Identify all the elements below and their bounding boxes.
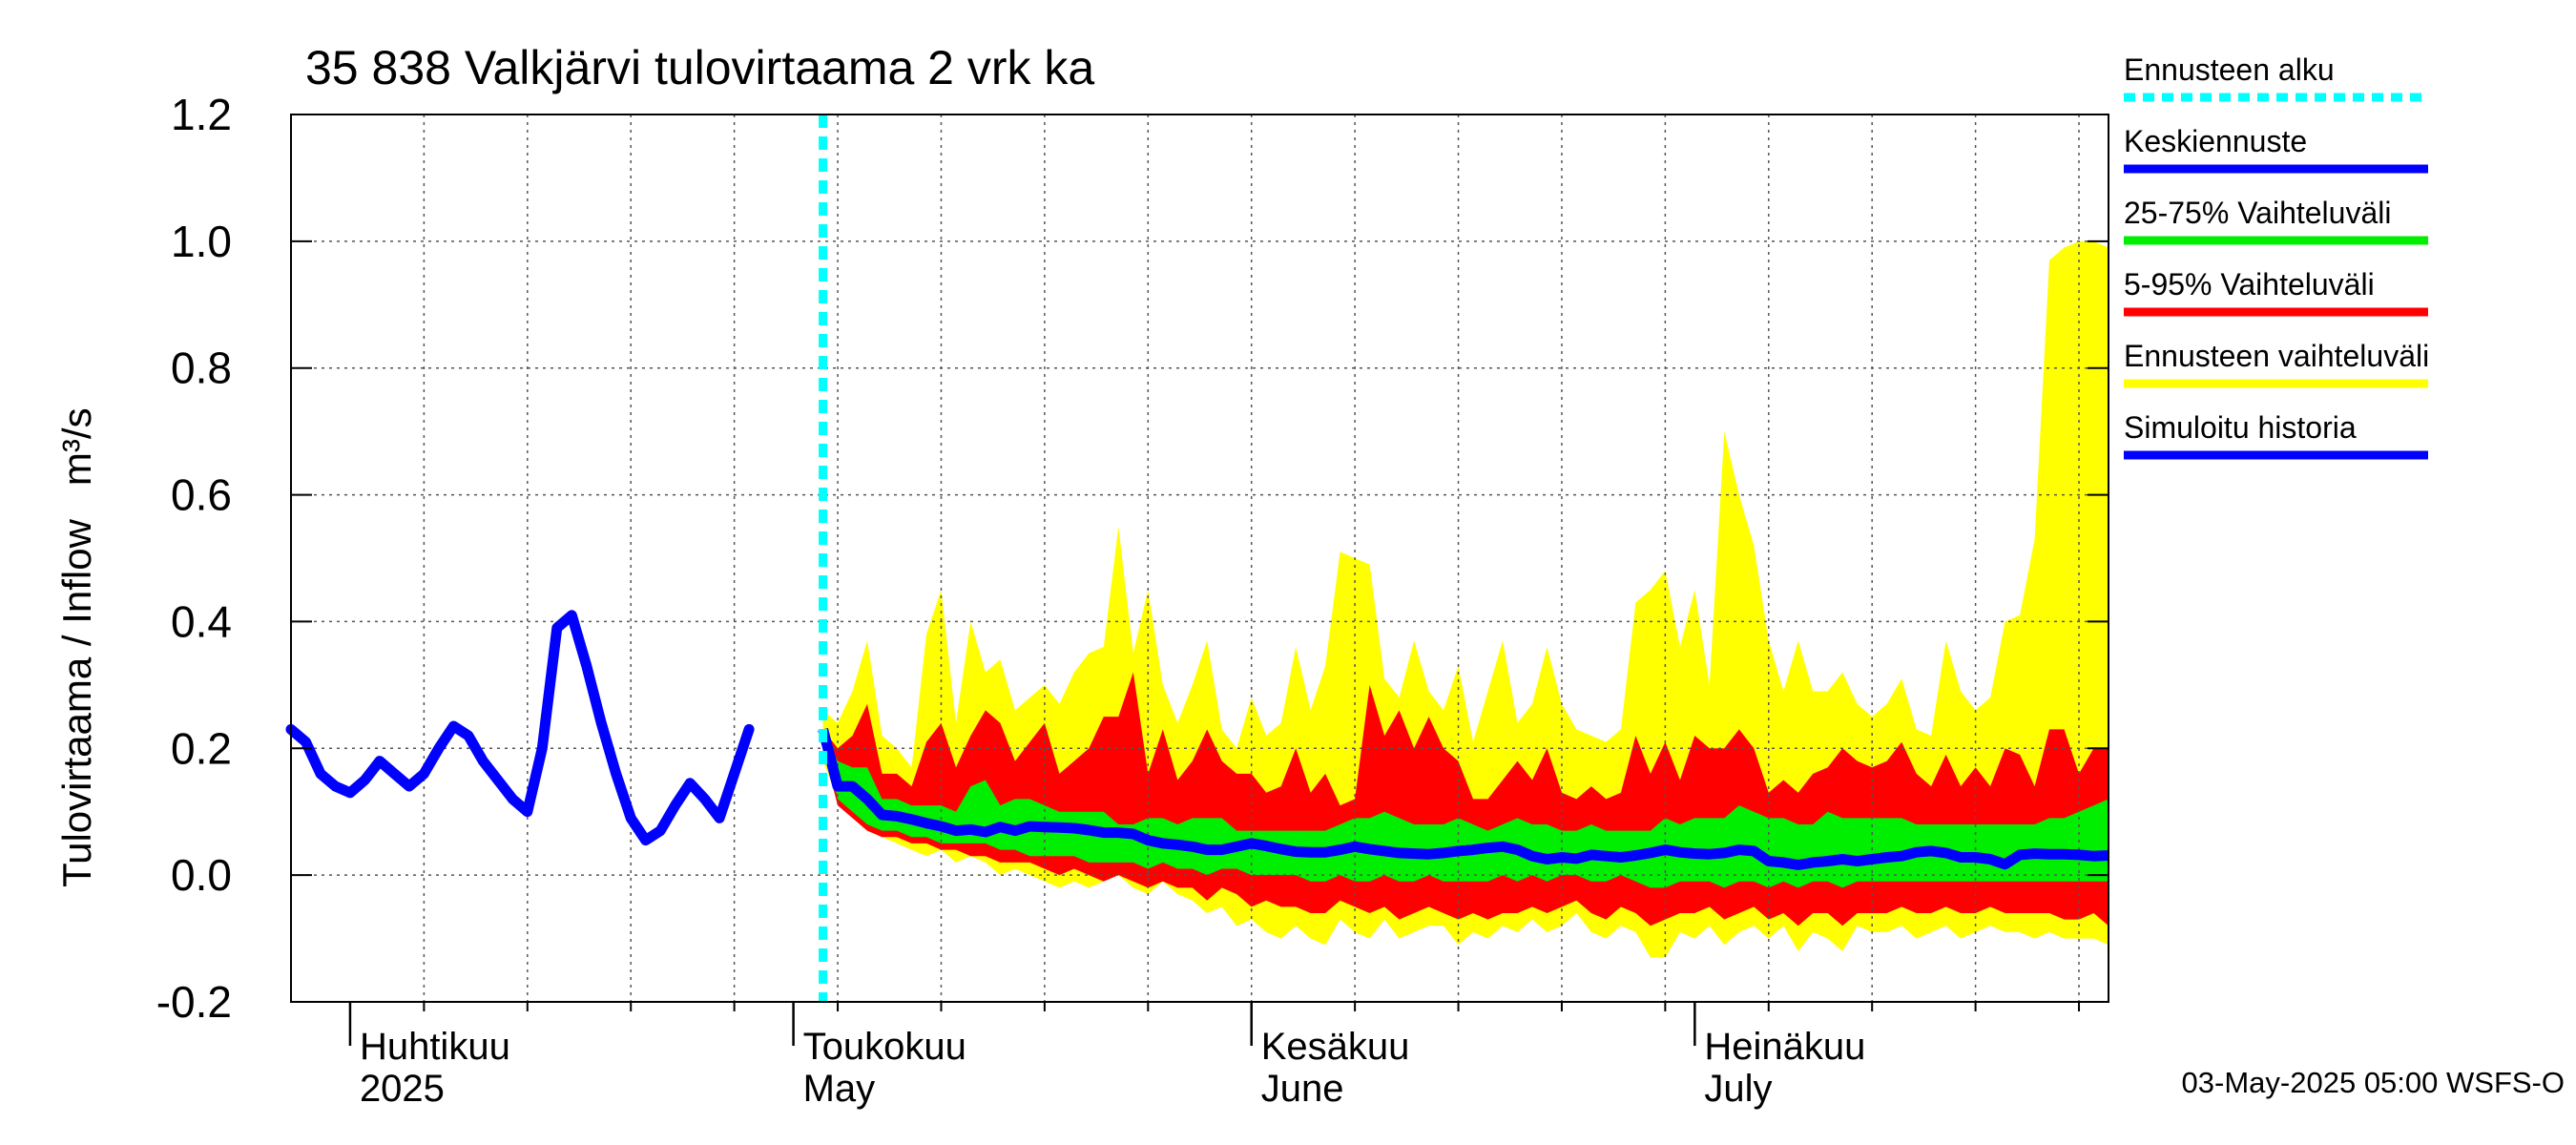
y-tick-label: -0.2 <box>156 977 232 1027</box>
y-tick-label: 0.4 <box>171 596 232 646</box>
mean-forecast-line <box>818 728 2109 870</box>
legend-label-5-95-vaihteluv-li: 5-95% Vaihteluväli <box>2124 267 2375 302</box>
y-tick-label: 1.0 <box>171 217 232 266</box>
legend-label-ennusteen-alku: Ennusteen alku <box>2124 52 2335 87</box>
legend-label-ennusteen-vaihteluv-li: Ennusteen vaihteluväli <box>2124 339 2429 373</box>
x-month-label-en: May <box>803 1068 876 1110</box>
legend-label-25-75-vaihteluv-li: 25-75% Vaihteluväli <box>2124 196 2391 230</box>
legend-label-simuloitu-historia: Simuloitu historia <box>2124 410 2357 445</box>
y-axis-label: Tulovirtaama / Inflow m³/s <box>54 407 99 887</box>
legend-label-keskiennuste: Keskiennuste <box>2124 124 2307 158</box>
x-month-label-fi: Huhtikuu <box>360 1026 510 1068</box>
footer-timestamp: 03-May-2025 05:00 WSFS-O <box>2182 1066 2565 1099</box>
series-lines <box>285 114 2109 1002</box>
y-tick-label: 0.8 <box>171 344 232 393</box>
band-25-75-vaihteluv-li <box>822 736 2109 888</box>
y-tick-label: 1.2 <box>171 90 232 139</box>
x-month-label-en: June <box>1261 1068 1344 1110</box>
x-month-label-en: 2025 <box>360 1068 445 1110</box>
x-month-label-fi: Toukokuu <box>803 1026 966 1068</box>
x-month-label-en: July <box>1704 1068 1772 1110</box>
x-month-label-fi: Kesäkuu <box>1261 1026 1410 1068</box>
y-tick-label: 0.6 <box>171 470 232 520</box>
legend: Ennusteen alku Keskiennuste 25-75% Vaihtel… <box>2124 52 2429 460</box>
simulated-history-line <box>285 610 755 846</box>
y-tick-label: 0.0 <box>171 850 232 900</box>
plot-frame <box>290 114 2109 1003</box>
y-tick-label: 0.2 <box>171 723 232 773</box>
x-month-label-fi: Heinäkuu <box>1704 1026 1865 1068</box>
chart-title: 35 838 Valkjärvi tulovirtaama 2 vrk ka <box>305 41 1094 94</box>
